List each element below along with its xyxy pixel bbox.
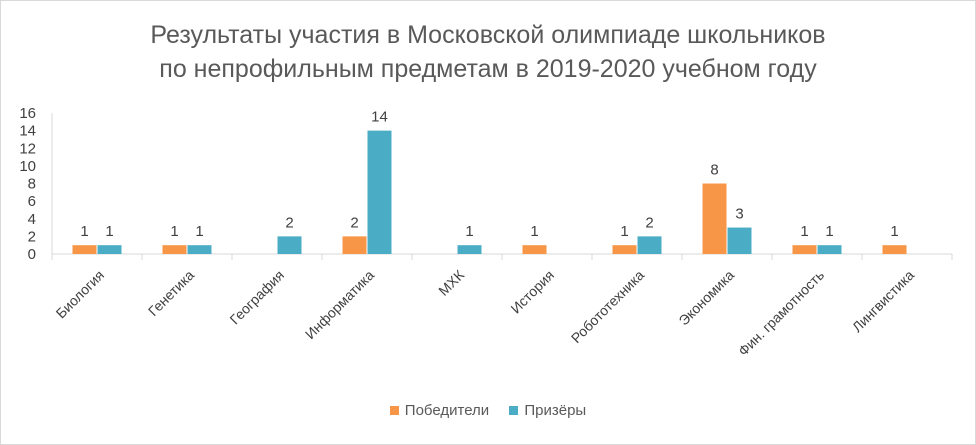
y-tick-label: 10 (19, 158, 36, 175)
bar-winners (72, 245, 97, 254)
bar-prizewinners (277, 236, 302, 254)
legend-item-winners: Победители (389, 402, 490, 419)
x-category-label: Лингвистика (849, 267, 917, 335)
x-category-label: Фин. грамотность (735, 267, 827, 359)
y-tick-label: 8 (28, 176, 36, 193)
bar-prizewinners (97, 245, 122, 254)
y-tick-label: 4 (28, 211, 36, 228)
y-tick-label: 6 (28, 193, 36, 210)
legend: Победители Призёры (0, 402, 976, 419)
bar-winners (702, 183, 727, 254)
data-label: 1 (890, 223, 898, 240)
bar-prizewinners (367, 130, 392, 254)
y-tick-label: 16 (19, 105, 36, 122)
bar-winners (162, 245, 187, 254)
data-label: 3 (735, 206, 743, 223)
bar-prizewinners (187, 245, 212, 254)
y-tick-label: 12 (19, 140, 36, 157)
x-category-label: География (226, 267, 287, 328)
legend-label-prizewinners: Призёры (524, 402, 587, 419)
data-label: 2 (285, 214, 293, 231)
y-tick-label: 2 (28, 228, 36, 245)
legend-swatch-winners (389, 406, 399, 415)
data-label: 1 (530, 223, 538, 240)
data-label: 14 (371, 109, 388, 126)
data-label: 1 (825, 223, 833, 240)
data-label: 8 (710, 162, 718, 179)
data-label: 2 (350, 214, 358, 231)
data-label: 1 (620, 223, 628, 240)
x-category-label: Генетика (145, 267, 197, 319)
x-category-label: Биология (53, 267, 108, 322)
bar-winners (342, 236, 367, 254)
bar-prizewinners (727, 227, 752, 254)
data-label: 1 (195, 223, 203, 240)
legend-item-prizewinners: Призёры (509, 402, 586, 419)
bar-winners (612, 245, 637, 254)
bar-winners (792, 245, 817, 254)
y-tick-label: 0 (28, 246, 36, 263)
bar-winners (882, 245, 907, 254)
x-category-label: История (507, 267, 557, 317)
y-tick-label: 14 (19, 123, 36, 140)
data-label: 1 (105, 223, 113, 240)
chart-title: Результаты участия в Московской олимпиад… (0, 18, 976, 86)
x-category-label: Робототехника (568, 267, 648, 347)
x-category-label: МХК (435, 266, 468, 299)
data-label: 1 (80, 223, 88, 240)
bar-prizewinners (457, 245, 482, 254)
bar-prizewinners (817, 245, 842, 254)
data-label: 1 (170, 223, 178, 240)
data-label: 1 (800, 223, 808, 240)
legend-swatch-prizewinners (509, 406, 519, 415)
x-category-label: Экономика (675, 267, 737, 329)
bar-winners (522, 245, 547, 254)
x-category-label: Информатика (302, 267, 377, 342)
data-label: 1 (465, 223, 473, 240)
bar-prizewinners (637, 236, 662, 254)
legend-label-winners: Победители (404, 402, 490, 419)
data-label: 2 (645, 214, 653, 231)
chart-title-line1: Результаты участия в Московской олимпиад… (150, 21, 826, 49)
chart-title-line2: по непрофильным предметам в 2019-2020 уч… (159, 55, 817, 83)
